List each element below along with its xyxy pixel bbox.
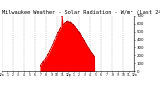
- Text: Milwaukee Weather - Solar Radiation - W/m² (Last 24 Hours): Milwaukee Weather - Solar Radiation - W/…: [2, 10, 160, 15]
